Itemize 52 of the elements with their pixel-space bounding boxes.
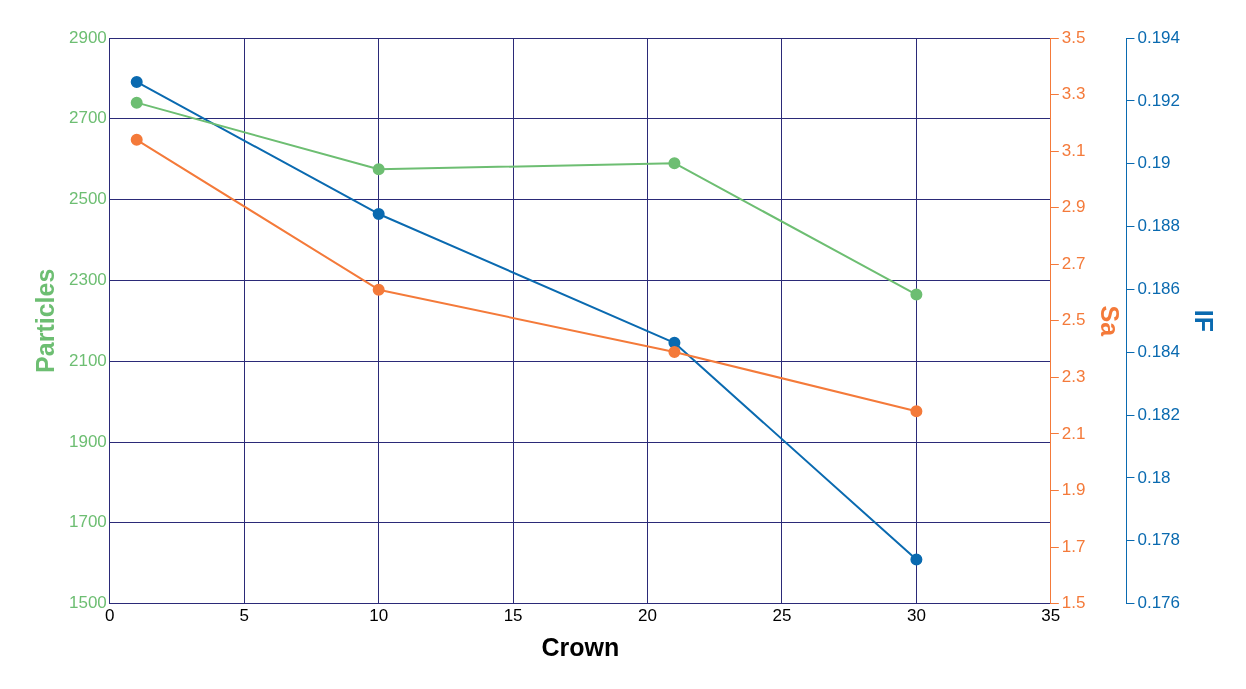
y2-tick-label: 2.9: [1061, 197, 1086, 217]
x-tick-label: 30: [906, 606, 926, 626]
x-tick-label: 10: [369, 606, 389, 626]
x-tick-label: 25: [772, 606, 792, 626]
y-tick-label: 1500: [68, 593, 107, 613]
y2-tick-label: 1.9: [1061, 480, 1086, 500]
y-axis-title: Particles: [30, 268, 59, 373]
y-tick-label: 2500: [68, 189, 107, 209]
y2-tick-label: 1.7: [1061, 536, 1086, 556]
point: [130, 133, 143, 146]
y3-tick-label: 0.19: [1137, 153, 1171, 173]
y2-tick-label: 3.5: [1061, 27, 1086, 47]
y3-tick-label: 0.184: [1137, 341, 1181, 361]
x-tick-label: 20: [638, 606, 657, 626]
point: [910, 553, 923, 566]
y-tick-label: 2100: [68, 350, 107, 370]
y-tick-label: 1900: [68, 431, 107, 451]
y2-tick-label: 2.7: [1061, 253, 1086, 273]
y-tick-label: 2300: [68, 270, 107, 290]
y3-tick-label: 0.188: [1137, 216, 1181, 236]
y3-tick-label: 0.178: [1137, 530, 1181, 550]
y3-tick-label: 0.18: [1137, 467, 1171, 487]
y3-tick-label: 0.192: [1137, 90, 1181, 110]
y2-tick-label: 2.3: [1061, 367, 1086, 387]
point: [910, 288, 923, 301]
point: [668, 345, 681, 358]
y2-tick-label: 1.5: [1061, 593, 1086, 613]
x-tick-label: 5: [239, 606, 249, 626]
point: [372, 163, 385, 176]
y-tick-label: 2700: [68, 108, 107, 128]
y3-tick-label: 0.176: [1137, 593, 1181, 613]
point: [910, 405, 923, 418]
y-tick-label: 2900: [68, 27, 107, 47]
y2-axis-title: Sa: [1095, 305, 1124, 338]
point: [372, 283, 385, 296]
x-tick-label: 35: [1041, 606, 1061, 626]
x-axis-title: Crown: [541, 632, 620, 661]
point: [668, 157, 681, 170]
point: [130, 96, 143, 109]
y-tick-label: 1700: [68, 512, 107, 532]
y2-tick-label: 2.1: [1061, 423, 1086, 443]
point: [130, 75, 143, 88]
x-tick-label: 0: [105, 606, 115, 626]
y3-tick-label: 0.194: [1137, 27, 1181, 47]
x-tick-label: 15: [503, 606, 523, 626]
y2-tick-label: 3.3: [1061, 84, 1086, 104]
point: [372, 207, 385, 220]
y3-axis-title: IF: [1190, 309, 1219, 332]
y2-tick-label: 2.5: [1061, 310, 1086, 330]
y3-tick-label: 0.186: [1137, 279, 1181, 299]
y3-tick-label: 0.182: [1137, 404, 1181, 424]
y2-tick-label: 3.1: [1061, 140, 1086, 160]
